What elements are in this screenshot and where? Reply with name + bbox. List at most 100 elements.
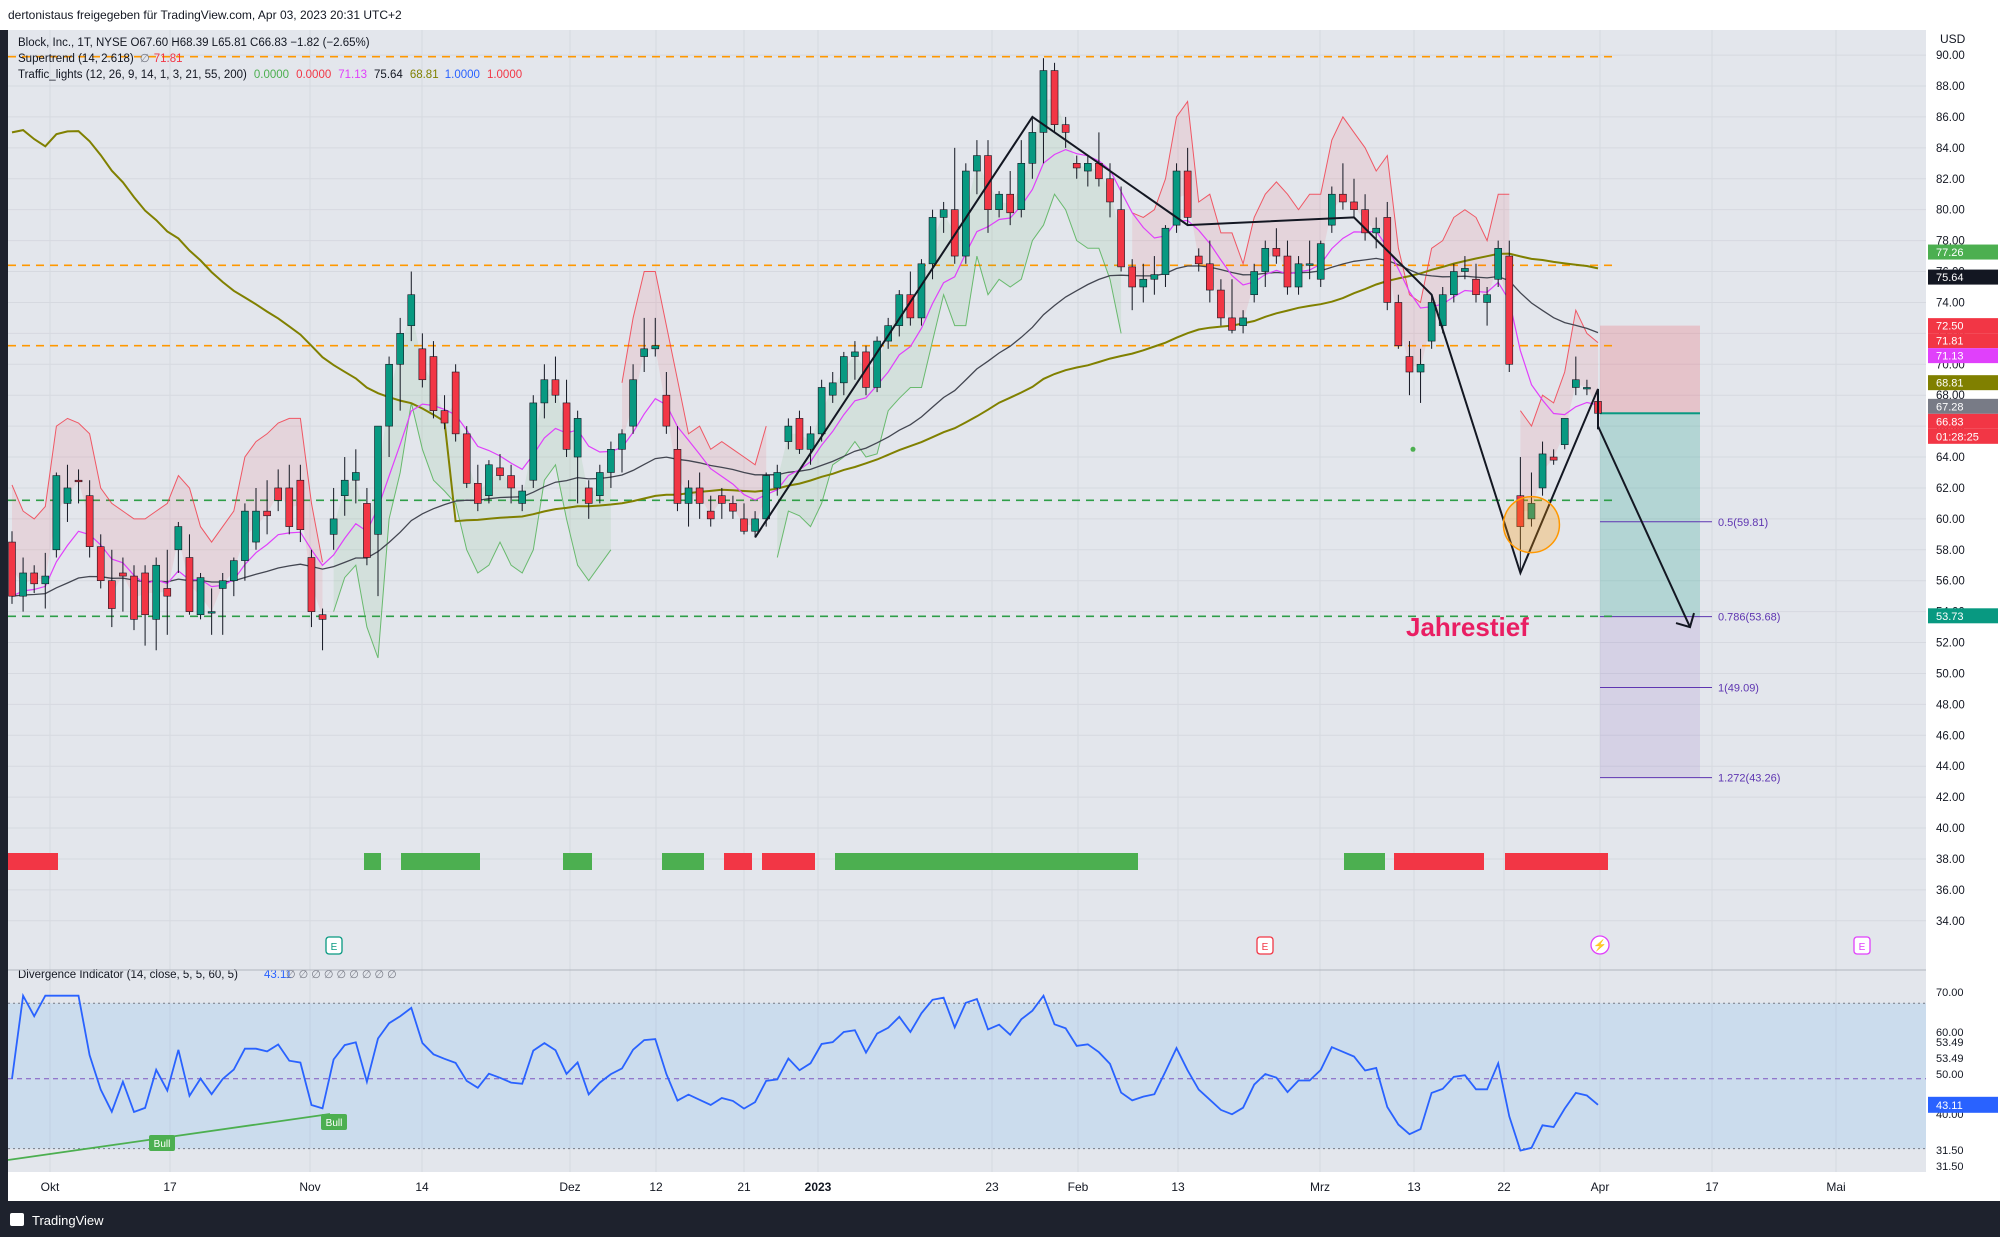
candle-body[interactable] xyxy=(374,425,382,535)
candle-body[interactable] xyxy=(740,518,748,532)
candle-body[interactable] xyxy=(1438,294,1447,326)
candle-body[interactable] xyxy=(1250,271,1258,296)
candle-body[interactable] xyxy=(30,572,38,585)
candle-body[interactable] xyxy=(1450,271,1458,296)
candle-body[interactable] xyxy=(607,449,615,473)
candle-body[interactable] xyxy=(751,518,759,532)
traffic-lights-legend[interactable]: Traffic_lights (12, 26, 9, 14, 1, 3, 21,… xyxy=(18,69,522,81)
candle-body[interactable] xyxy=(629,379,637,427)
candle-body[interactable] xyxy=(729,503,737,512)
candle-body[interactable] xyxy=(74,479,83,483)
candle-body[interactable] xyxy=(1283,255,1292,288)
candle-body[interactable] xyxy=(207,611,216,614)
candle-body[interactable] xyxy=(1527,503,1536,520)
candle-body[interactable] xyxy=(1316,243,1325,280)
candle-body[interactable] xyxy=(562,402,571,450)
candle-body[interactable] xyxy=(1228,317,1236,331)
candle-body[interactable] xyxy=(873,340,881,388)
candle-body[interactable] xyxy=(973,155,981,172)
candle-body[interactable] xyxy=(396,333,404,365)
candle-body[interactable] xyxy=(363,503,371,558)
candle-body[interactable] xyxy=(1172,170,1181,226)
candle-body[interactable] xyxy=(1372,227,1380,234)
candle-body[interactable] xyxy=(640,348,648,357)
candle-body[interactable] xyxy=(174,526,183,551)
candle-body[interactable] xyxy=(19,572,27,597)
candle-body[interactable] xyxy=(1017,163,1026,210)
candle-body[interactable] xyxy=(296,479,305,530)
candle-body[interactable] xyxy=(1039,70,1048,133)
candle-body[interactable] xyxy=(1383,217,1392,303)
candle-body[interactable] xyxy=(1072,163,1081,169)
sma-200-line[interactable] xyxy=(11,129,1599,523)
candle-body[interactable] xyxy=(307,557,316,612)
candle-body[interactable] xyxy=(196,577,205,616)
candle-body[interactable] xyxy=(1006,193,1014,214)
candle-body[interactable] xyxy=(1461,268,1469,272)
candle-body[interactable] xyxy=(1028,132,1037,164)
supertrend-legend[interactable]: Supertrend (14, 2.618) ∅ 71.81 xyxy=(18,53,183,65)
candle-body[interactable] xyxy=(596,472,604,496)
candle-body[interactable] xyxy=(418,348,427,381)
candle-body[interactable] xyxy=(1560,418,1569,445)
candle-body[interactable] xyxy=(551,379,560,396)
candle-body[interactable] xyxy=(784,425,793,442)
candle-body[interactable] xyxy=(85,495,94,547)
candle-body[interactable] xyxy=(1483,294,1491,303)
candle-body[interactable] xyxy=(1361,209,1369,234)
candle-body[interactable] xyxy=(884,325,892,342)
candle-body[interactable] xyxy=(41,575,50,585)
candle-body[interactable] xyxy=(518,490,526,504)
candle-body[interactable] xyxy=(252,510,260,543)
candle-body[interactable] xyxy=(1538,453,1547,489)
candle-body[interactable] xyxy=(1294,263,1303,288)
candle-body[interactable] xyxy=(995,193,1003,210)
candle-body[interactable] xyxy=(474,483,482,504)
candle-body[interactable] xyxy=(1305,263,1314,266)
tradingview-logo[interactable]: TradingView xyxy=(10,1213,104,1228)
candle-body[interactable] xyxy=(584,487,593,504)
candle-body[interactable] xyxy=(429,356,438,411)
candle-body[interactable] xyxy=(1516,495,1525,527)
candle-body[interactable] xyxy=(352,472,360,481)
candle-body[interactable] xyxy=(1128,266,1136,288)
candle-body[interactable] xyxy=(573,418,582,458)
candle-body[interactable] xyxy=(718,495,726,504)
candle-body[interactable] xyxy=(218,580,227,589)
dividend-marker[interactable] xyxy=(1590,935,1610,955)
candle-body[interactable] xyxy=(141,572,149,616)
candle-body[interactable] xyxy=(1494,248,1502,280)
candle-body[interactable] xyxy=(806,433,815,450)
candle-body[interactable] xyxy=(451,371,460,435)
candle-body[interactable] xyxy=(385,363,393,427)
supertrend-line[interactable] xyxy=(621,271,767,466)
candle-body[interactable] xyxy=(928,217,937,265)
year-low-highlight[interactable] xyxy=(1502,495,1561,554)
candle-body[interactable] xyxy=(241,510,249,561)
candle-body[interactable] xyxy=(1106,178,1114,203)
zigzag-pattern-line[interactable] xyxy=(754,115,1599,576)
candle-body[interactable] xyxy=(684,487,693,504)
candle-body[interactable] xyxy=(1050,70,1059,125)
supertrend-line[interactable] xyxy=(11,417,323,563)
candle-body[interactable] xyxy=(1194,255,1203,265)
candle-body[interactable] xyxy=(1394,302,1403,347)
ema-55-line[interactable] xyxy=(11,257,1599,597)
candle-body[interactable] xyxy=(1350,201,1358,210)
ema-21-line[interactable] xyxy=(11,148,1599,597)
candle-body[interactable] xyxy=(939,209,948,218)
candle-body[interactable] xyxy=(230,560,238,582)
candle-body[interactable] xyxy=(108,580,116,609)
candle-body[interactable] xyxy=(496,467,504,476)
candle-body[interactable] xyxy=(706,510,715,520)
candle-body[interactable] xyxy=(1416,363,1425,373)
candle-body[interactable] xyxy=(8,541,16,597)
candle-body[interactable] xyxy=(462,433,471,484)
candle-body[interactable] xyxy=(52,475,61,551)
candle-body[interactable] xyxy=(795,418,804,450)
candle-body[interactable] xyxy=(1150,274,1159,280)
candle-body[interactable] xyxy=(673,449,682,504)
candle-body[interactable] xyxy=(695,487,704,504)
candle-body[interactable] xyxy=(285,487,294,527)
candle-body[interactable] xyxy=(817,387,826,435)
